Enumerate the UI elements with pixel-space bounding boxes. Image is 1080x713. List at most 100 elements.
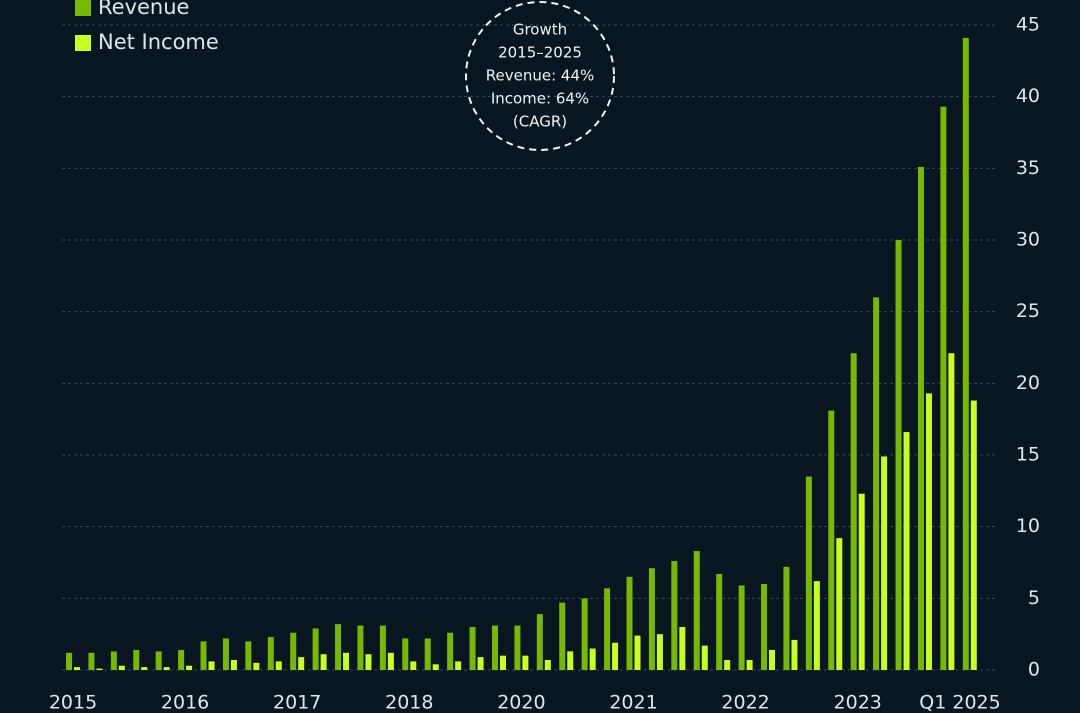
bar <box>163 667 170 670</box>
bar <box>477 657 484 670</box>
annotation-text: Revenue: 44% <box>486 67 595 85</box>
bar <box>567 651 574 670</box>
x-tick-label: 2017 <box>273 692 321 713</box>
bar <box>836 538 843 670</box>
y-tick-label: 10 <box>1016 515 1040 537</box>
bar <box>724 659 731 670</box>
x-tick-label: 2016 <box>161 692 209 713</box>
bar <box>432 664 439 670</box>
bar <box>813 581 820 670</box>
bar <box>357 625 364 670</box>
legend-label: Revenue <box>98 0 189 19</box>
bar <box>455 661 462 670</box>
bar <box>895 240 902 670</box>
x-tick-label: Q1 2025 <box>919 692 1000 713</box>
bar <box>253 662 260 670</box>
bar <box>186 665 193 670</box>
bar <box>962 37 969 670</box>
bar <box>275 661 282 670</box>
bar <box>379 625 386 670</box>
annotation-text: (CAGR) <box>513 113 567 131</box>
bar <box>738 585 745 670</box>
bar <box>626 576 633 670</box>
legend-swatch <box>75 0 91 16</box>
bar <box>312 628 319 670</box>
bar <box>298 657 305 670</box>
bar <box>873 297 880 670</box>
y-tick-label: 30 <box>1016 229 1040 251</box>
x-tick-label: 2018 <box>385 692 433 713</box>
bar <box>402 638 409 670</box>
bar <box>791 639 798 670</box>
bar <box>141 667 148 670</box>
x-tick-label: 2015 <box>49 692 97 713</box>
bar <box>581 598 588 670</box>
bar <box>424 638 431 670</box>
x-tick-label: 2023 <box>834 692 882 713</box>
bar <box>387 652 394 670</box>
x-tick-label: 2020 <box>497 692 545 713</box>
annotation-text: Growth <box>513 21 567 39</box>
bar <box>343 652 350 670</box>
bar <box>544 659 551 670</box>
bar <box>267 637 274 670</box>
bar <box>110 651 117 670</box>
bar <box>940 106 947 670</box>
bar <box>634 635 641 670</box>
annotation-circle <box>465 1 615 151</box>
bar <box>365 654 372 670</box>
bar <box>948 353 955 670</box>
bar <box>769 649 776 670</box>
bar <box>783 566 790 670</box>
bar <box>230 659 237 670</box>
annotation-text: 2015–2025 <box>498 44 582 62</box>
bar <box>828 410 835 670</box>
bar <box>858 493 865 670</box>
bar <box>679 627 686 670</box>
bar <box>222 638 229 670</box>
bar <box>970 400 977 670</box>
bar <box>693 551 700 670</box>
legend-swatch <box>75 35 91 51</box>
bar <box>925 393 932 670</box>
bar <box>245 641 252 670</box>
annotation-text: Income: 64% <box>491 90 589 108</box>
bar <box>66 652 72 670</box>
legend-label: Net Income <box>98 30 219 54</box>
y-tick-label: 20 <box>1016 372 1040 394</box>
y-tick-label: 5 <box>1028 587 1040 609</box>
bar <box>881 456 888 670</box>
bar <box>850 353 857 670</box>
bar <box>133 649 140 670</box>
bar <box>805 476 812 670</box>
bar <box>499 655 506 670</box>
bar <box>335 624 342 670</box>
bar <box>671 561 678 670</box>
bar <box>761 584 768 670</box>
bar <box>74 667 80 670</box>
y-tick-label: 15 <box>1016 444 1040 466</box>
bar <box>917 166 924 670</box>
bar <box>491 625 498 670</box>
bar <box>656 634 663 670</box>
bar <box>648 568 655 670</box>
bar <box>604 588 611 670</box>
bar <box>716 573 723 670</box>
bar <box>536 614 543 670</box>
bar <box>96 668 103 670</box>
bar <box>559 602 566 670</box>
x-tick-label: 2022 <box>721 692 769 713</box>
bar <box>155 651 162 670</box>
y-tick-label: 35 <box>1016 157 1040 179</box>
y-tick-label: 45 <box>1016 14 1040 36</box>
bar <box>903 432 910 670</box>
bar <box>746 659 753 670</box>
bar <box>320 654 327 670</box>
bar <box>178 649 185 670</box>
y-tick-label: 40 <box>1016 85 1040 107</box>
bar <box>469 627 476 670</box>
bar <box>612 642 619 670</box>
bar <box>522 655 529 670</box>
bar <box>701 645 708 670</box>
